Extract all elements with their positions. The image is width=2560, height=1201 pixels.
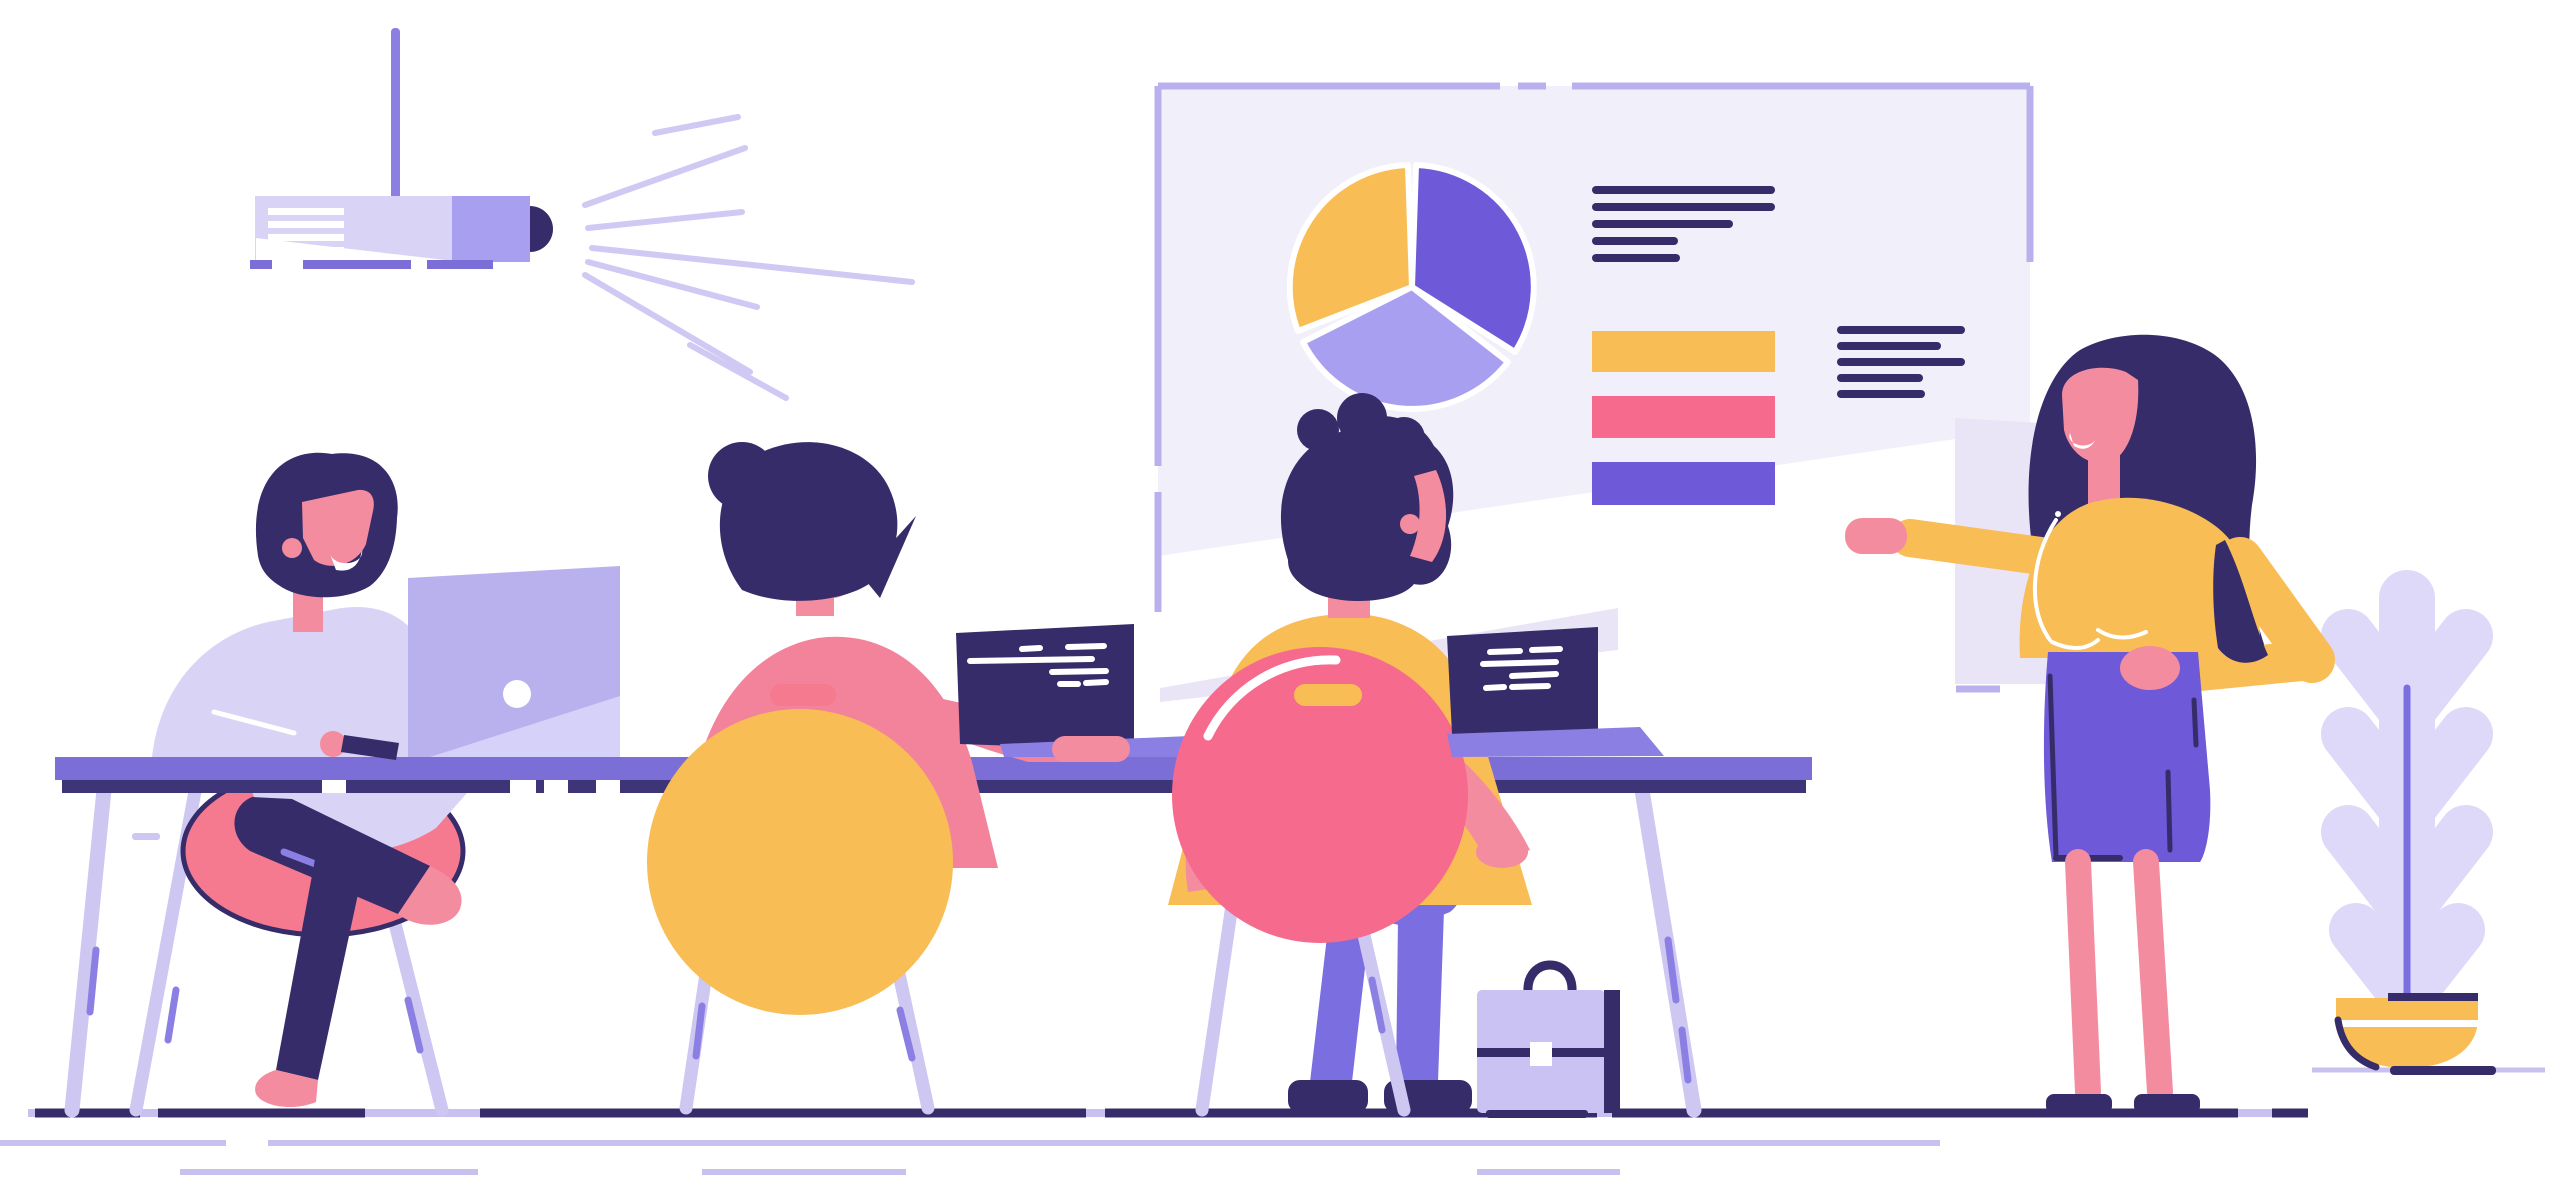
projector-body-cut	[256, 238, 462, 262]
pot-outline	[2334, 1016, 2380, 1071]
shin	[1396, 910, 1444, 1082]
man-laptop-lower	[129, 764, 468, 1117]
leg	[2133, 849, 2173, 1105]
pot-rim	[2388, 993, 2478, 1001]
hair-curl	[1337, 393, 1387, 443]
ear	[1400, 514, 1420, 534]
hair-bun	[708, 442, 776, 510]
hair-curl	[1383, 417, 1425, 459]
hair-curl	[1297, 409, 1339, 451]
projector-mount-dashes	[250, 260, 493, 269]
wall-dash	[132, 833, 160, 840]
potted-plant	[2321, 570, 2496, 1075]
smile	[330, 550, 363, 571]
bar-purple	[1592, 462, 1775, 505]
projector-light-rays-icon	[582, 114, 915, 401]
face	[1410, 470, 1447, 562]
exercise-ball-yellow	[647, 709, 953, 1015]
ear	[282, 538, 302, 558]
laptop-logo-icon	[503, 680, 531, 708]
torso	[2019, 497, 2262, 658]
projector-vents	[268, 208, 344, 254]
plant-pot	[2336, 998, 2478, 1068]
phone-icon	[341, 735, 399, 760]
board-text-lines-right	[1837, 326, 1965, 398]
pot-base	[2390, 1066, 2496, 1075]
ball-highlight	[1203, 655, 1341, 741]
laptop-screen-lines	[967, 643, 1109, 687]
laptop-screen-back	[956, 624, 1134, 750]
presenter	[1845, 334, 2335, 1114]
projector	[250, 28, 915, 401]
shirt-seam	[211, 709, 297, 736]
hair	[1280, 415, 1454, 602]
pie-chart	[1286, 162, 1537, 412]
laptop-base	[1447, 727, 1664, 757]
stool-leg	[1195, 898, 1239, 1117]
laptop-screen-lines	[1480, 646, 1563, 691]
shoe	[2134, 1094, 2200, 1114]
laptop-screen-back	[1447, 627, 1598, 740]
ball-handle	[770, 684, 836, 706]
laptop-lid-shade	[430, 696, 620, 757]
whiteboard-border	[1154, 82, 2034, 693]
shin	[1310, 924, 1370, 1082]
laptop-lid	[408, 566, 620, 757]
leg	[2065, 849, 2101, 1105]
face	[2062, 367, 2139, 464]
projector-rod	[391, 28, 400, 200]
exercise-ball-pink	[1172, 647, 1468, 943]
smile	[2069, 433, 2096, 449]
chair-leg	[385, 905, 449, 1117]
foot	[398, 866, 462, 925]
man-ball-upper	[1168, 393, 1664, 943]
arm-forearm	[2170, 640, 2332, 692]
pot-stripe	[2336, 1020, 2478, 1027]
projector-front-block	[452, 196, 530, 262]
laptop-right	[1447, 627, 1664, 757]
table-leg-left	[64, 782, 112, 1118]
pie-slice-yellow	[1286, 162, 1415, 334]
briefcase-handle	[1523, 960, 1577, 993]
board-text-lines-top	[1592, 186, 1775, 262]
bar-pink	[1592, 396, 1775, 438]
shoe	[2046, 1094, 2112, 1114]
table-legs	[64, 782, 1702, 1118]
hand-on-hip	[2120, 646, 2180, 690]
briefcase	[1477, 960, 1620, 1118]
briefcase-clasp	[1530, 1042, 1552, 1066]
shin	[276, 843, 366, 1080]
hair-flick	[862, 516, 916, 598]
face	[302, 489, 374, 566]
whiteboard	[1154, 82, 2058, 702]
shoe	[1288, 1080, 1368, 1113]
foot	[255, 1070, 318, 1108]
shirt	[152, 607, 470, 757]
blouse-seams	[2033, 511, 2148, 650]
man-laptop-upper	[152, 452, 620, 760]
laptop-left	[408, 566, 620, 757]
hand	[1476, 836, 1528, 868]
hair-strand-front	[2213, 540, 2268, 663]
bar-yellow	[1592, 331, 1775, 372]
pie-slice-purple	[1409, 162, 1537, 355]
pie-slice-light	[1300, 284, 1511, 412]
hand	[320, 731, 346, 757]
hand-pointing	[1845, 518, 1907, 554]
board-color-bars	[1592, 331, 1775, 505]
briefcase-base	[1486, 1110, 1588, 1118]
ball-handle	[1294, 684, 1362, 706]
woman-bun-upper	[647, 442, 1218, 1015]
hand	[1052, 736, 1130, 762]
skirt	[2043, 652, 2211, 862]
